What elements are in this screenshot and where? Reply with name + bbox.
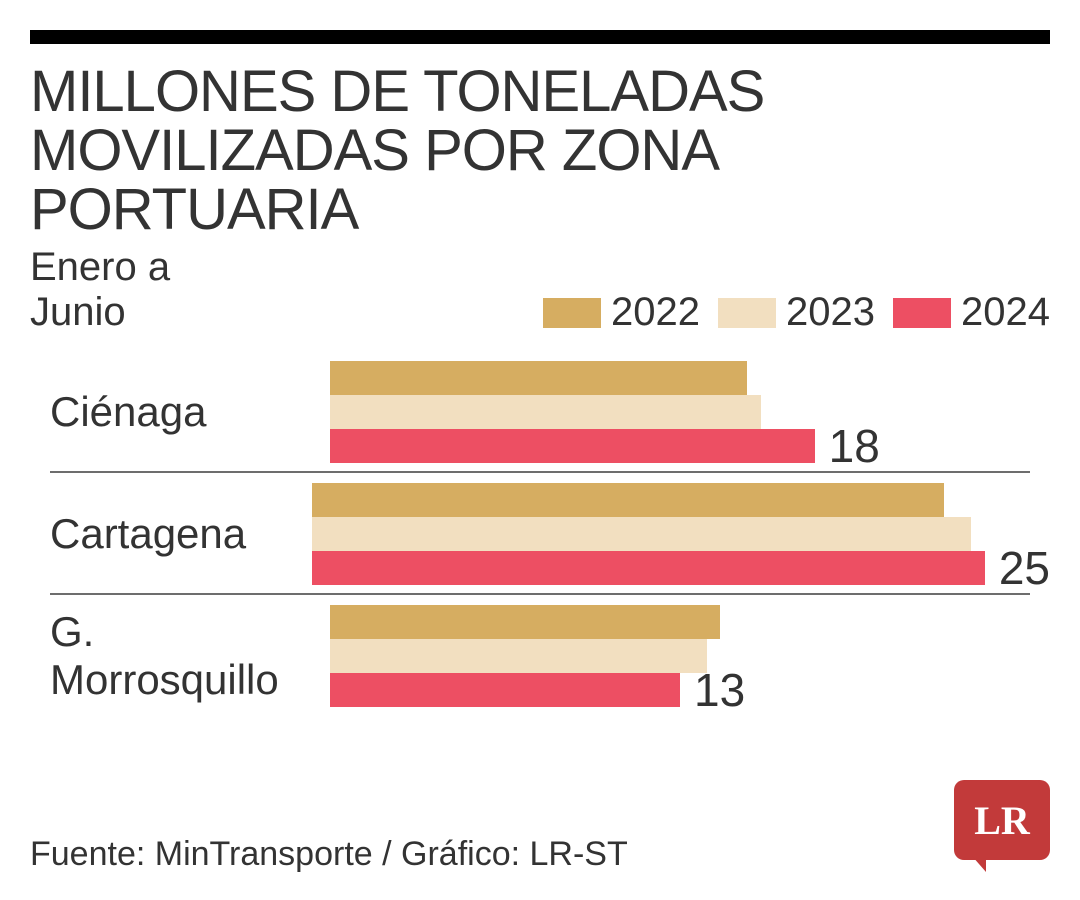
bar-chart: Ciénaga18Cartagena25G. Morrosquillo13 <box>30 351 1050 715</box>
legend-swatch-icon <box>543 298 601 328</box>
value-label: 18 <box>829 419 880 473</box>
legend-label: 2022 <box>611 290 700 335</box>
chart-group: G. Morrosquillo13 <box>30 595 1050 715</box>
logo-box: LR <box>954 780 1050 860</box>
source-line: Fuente: MinTransporte / Gráfico: LR-ST <box>30 835 628 874</box>
legend-item: 2023 <box>718 290 875 335</box>
bar <box>330 673 680 707</box>
legend-item: 2024 <box>893 290 1050 335</box>
chart-title: MILLONES DE TONELADAS MOVILIZADAS POR ZO… <box>30 62 1050 239</box>
chart-subtitle: Enero a Junio <box>30 245 273 335</box>
bar-row <box>330 395 1050 429</box>
bar <box>312 551 985 585</box>
bar-row: 25 <box>312 551 1050 585</box>
bar-row: 13 <box>330 673 1050 707</box>
bar <box>330 639 707 673</box>
bar-row <box>312 483 1050 517</box>
bar <box>330 361 747 395</box>
bar-row <box>330 605 1050 639</box>
bar-stack: 18 <box>330 361 1050 463</box>
category-label: Ciénaga <box>30 388 330 436</box>
legend: 2022 2023 2024 <box>543 290 1050 335</box>
legend-item: 2022 <box>543 290 700 335</box>
bar-stack: 25 <box>312 483 1050 585</box>
legend-label: 2024 <box>961 290 1050 335</box>
chart-group: Ciénaga18 <box>30 351 1050 471</box>
legend-swatch-icon <box>718 298 776 328</box>
bar <box>330 429 815 463</box>
value-label: 13 <box>694 663 745 717</box>
legend-swatch-icon <box>893 298 951 328</box>
logo-text: LR <box>974 797 1030 844</box>
bar <box>312 517 972 551</box>
bar <box>330 605 720 639</box>
category-label: G. Morrosquillo <box>30 608 330 704</box>
bar-stack: 13 <box>330 605 1050 707</box>
bar-row <box>330 361 1050 395</box>
category-label: Cartagena <box>30 510 312 558</box>
bar-row <box>330 639 1050 673</box>
top-rule <box>30 30 1050 44</box>
bar <box>312 483 945 517</box>
bar <box>330 395 761 429</box>
header-row: Enero a Junio 2022 2023 2024 <box>30 239 1050 335</box>
chart-group: Cartagena25 <box>30 473 1050 593</box>
publisher-logo: LR <box>954 780 1050 860</box>
logo-speech-tail-icon <box>972 856 986 872</box>
legend-label: 2023 <box>786 290 875 335</box>
value-label: 25 <box>999 541 1050 595</box>
bar-row: 18 <box>330 429 1050 463</box>
bar-row <box>312 517 1050 551</box>
